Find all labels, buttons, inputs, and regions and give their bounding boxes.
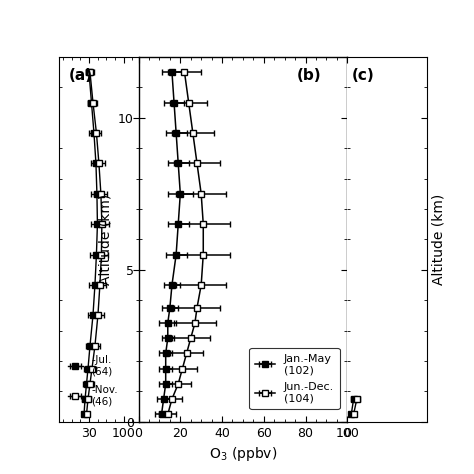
Legend: Jan.-May
(102), Jun.-Dec.
(104): Jan.-May (102), Jun.-Dec. (104) bbox=[249, 348, 340, 409]
Y-axis label: Altitude (km): Altitude (km) bbox=[98, 194, 112, 285]
Text: (b): (b) bbox=[297, 68, 322, 83]
X-axis label: O$_3$ (ppbv): O$_3$ (ppbv) bbox=[209, 445, 277, 463]
Text: (a): (a) bbox=[69, 68, 93, 83]
Text: Altitude (km): Altitude (km) bbox=[431, 194, 446, 285]
Legend: -Jul.
(64), -Nov.
(46): -Jul. (64), -Nov. (46) bbox=[64, 352, 121, 410]
Text: (c): (c) bbox=[351, 68, 374, 83]
